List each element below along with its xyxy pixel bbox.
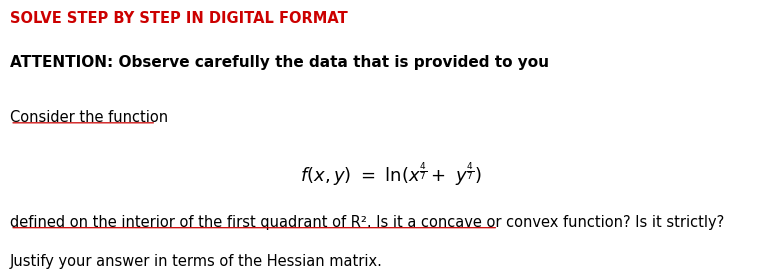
Text: ATTENTION: Observe carefully the data that is provided to you: ATTENTION: Observe carefully the data th… (10, 55, 549, 70)
Text: defined on the interior of the first quadrant of R². Is it a concave or convex f: defined on the interior of the first qua… (10, 215, 725, 230)
Text: Consider the function: Consider the function (10, 110, 168, 125)
Text: $f(x, y) \ = \ \mathrm{ln}(x^{\frac{4}{7}} + \ y^{\frac{4}{7}})$: $f(x, y) \ = \ \mathrm{ln}(x^{\frac{4}{7… (300, 160, 481, 188)
Text: Justify your answer in terms of the Hessian matrix.: Justify your answer in terms of the Hess… (10, 254, 383, 269)
Text: SOLVE STEP BY STEP IN DIGITAL FORMAT: SOLVE STEP BY STEP IN DIGITAL FORMAT (10, 11, 348, 26)
